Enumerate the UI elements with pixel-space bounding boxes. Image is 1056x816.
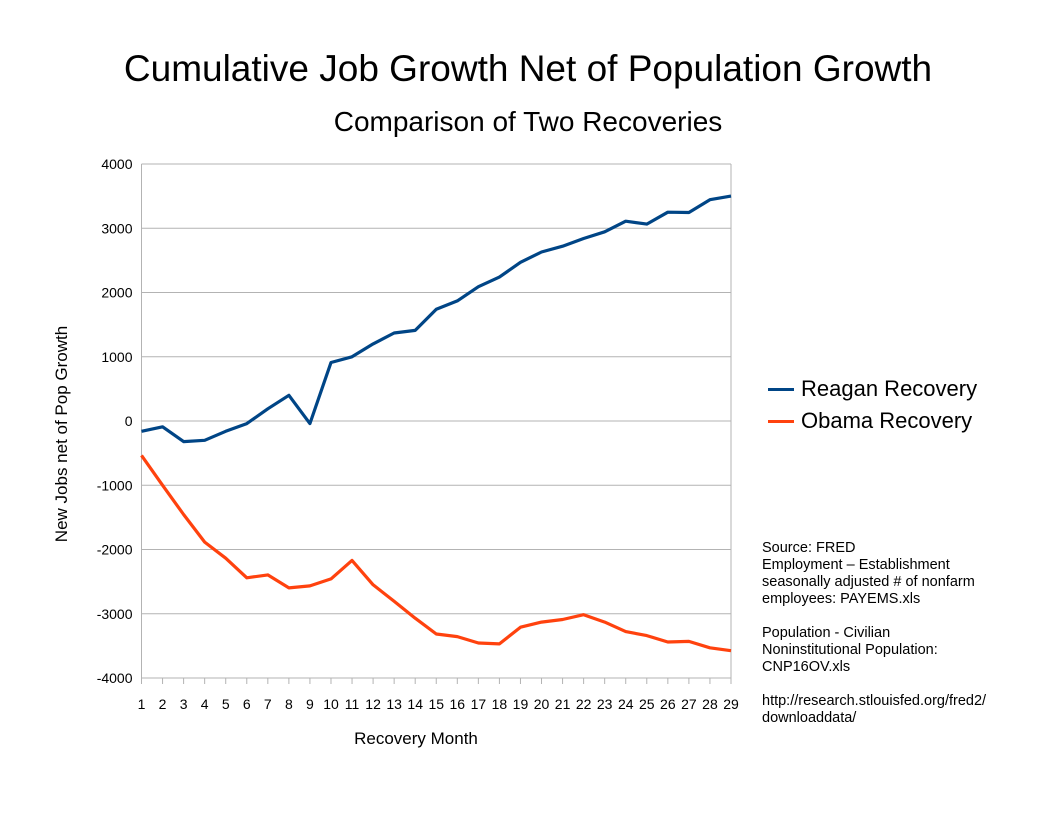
y-tick-label: -3000 <box>97 606 133 622</box>
series-line-obama <box>140 454 732 653</box>
x-tick-label: 15 <box>428 696 444 712</box>
x-tick-label: 23 <box>597 696 613 712</box>
source-line: employees: PAYEMS.xls <box>762 591 921 607</box>
series-line-reagan <box>141 194 732 444</box>
legend-swatch-obama <box>768 419 794 423</box>
y-axis-label: New Jobs net of Pop Growth <box>52 325 71 543</box>
source-line: Employment – Establishment <box>762 557 950 573</box>
y-tick-label: 4000 <box>101 156 132 172</box>
x-tick-label: 7 <box>264 696 272 712</box>
x-tick-label: 18 <box>492 696 508 712</box>
x-tick-label: 20 <box>534 696 550 712</box>
y-tick-label: -1000 <box>97 477 133 493</box>
legend: Reagan Recovery Obama Recovery <box>768 373 977 437</box>
y-tick-label: 1000 <box>101 349 132 365</box>
y-tick-label: -2000 <box>97 542 133 558</box>
source-line: Source: FRED <box>762 540 856 556</box>
x-tick-label: 11 <box>345 696 360 712</box>
chart-subtitle: Comparison of Two Recoveries <box>333 106 723 137</box>
source-line: http://research.stlouisfed.org/fred2/ <box>762 693 987 709</box>
x-tick-label: 8 <box>285 696 293 712</box>
x-tick-label: 4 <box>201 696 209 712</box>
x-tick-label: 19 <box>513 696 529 712</box>
source-note: Source: FRED Employment – Establishment … <box>762 540 986 727</box>
source-line: Noninstitutional Population: <box>762 642 938 658</box>
x-tick-label: 14 <box>407 696 423 712</box>
x-tick-label: 3 <box>180 696 188 712</box>
x-tick-label: 29 <box>723 696 739 712</box>
chart-title: Cumulative Job Growth Net of Population … <box>123 48 933 89</box>
x-tick-label: 10 <box>323 696 339 712</box>
x-tick-label: 9 <box>306 696 314 712</box>
x-tick-label: 12 <box>365 696 381 712</box>
x-tick-label: 28 <box>702 696 718 712</box>
x-tick-label: 13 <box>386 696 402 712</box>
legend-item-obama: Obama Recovery <box>768 405 977 437</box>
x-tick-label: 16 <box>450 696 466 712</box>
x-tick-label: 21 <box>555 696 571 712</box>
x-tick-label: 27 <box>681 696 697 712</box>
y-tick-label: 0 <box>125 413 133 429</box>
legend-label: Obama Recovery <box>801 408 973 433</box>
x-tick-label: 1 <box>138 696 146 712</box>
source-line: CNP16OV.xls <box>762 659 851 675</box>
x-tick-label: 17 <box>471 696 487 712</box>
y-tick-label: 3000 <box>101 220 132 236</box>
source-line <box>762 608 986 625</box>
x-tick-label: 2 <box>159 696 167 712</box>
x-tick-label: 22 <box>576 696 592 712</box>
source-line <box>762 676 986 693</box>
x-tick-label: 25 <box>639 696 655 712</box>
x-tick-label: 5 <box>222 696 230 712</box>
x-tick-label: 24 <box>618 696 634 712</box>
x-axis-label: Recovery Month <box>354 729 478 748</box>
legend-swatch-reagan <box>768 387 794 391</box>
y-tick-label: 2000 <box>101 285 132 301</box>
x-tick-label: 26 <box>660 696 676 712</box>
legend-label: Reagan Recovery <box>801 376 978 401</box>
source-line: downloaddata/ <box>762 710 857 726</box>
source-line: Population - Civilian <box>762 625 891 641</box>
x-tick-label: 6 <box>243 696 251 712</box>
legend-item-reagan: Reagan Recovery <box>768 373 977 405</box>
y-tick-label: -4000 <box>97 670 133 686</box>
source-line: seasonally adjusted # of nonfarm <box>762 574 975 590</box>
